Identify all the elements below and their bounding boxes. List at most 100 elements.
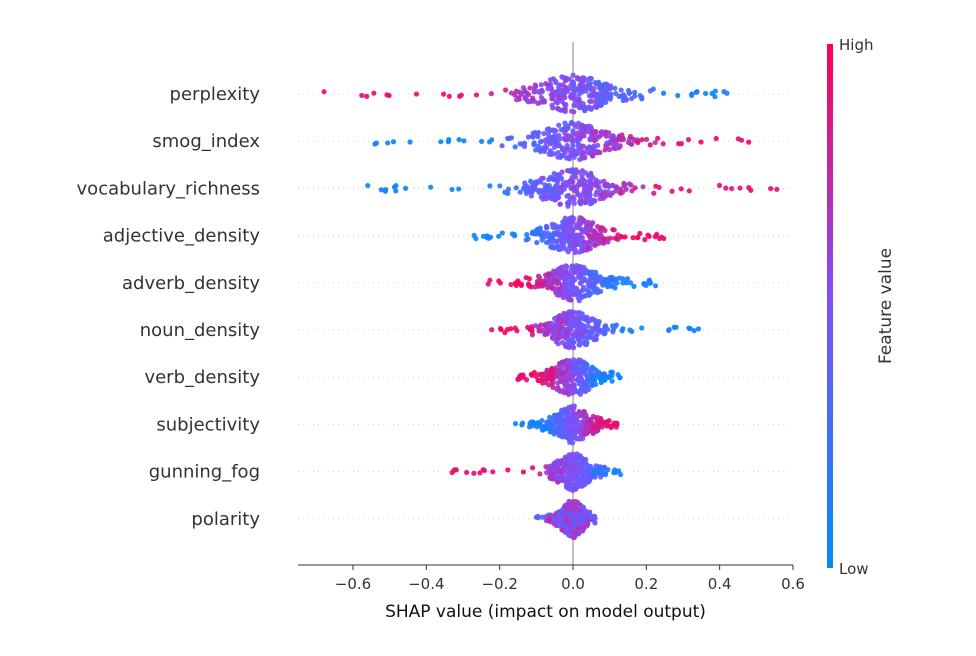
shap-point-vocabulary-richness [497,183,503,189]
shap-point-vocabulary-richness [571,196,577,202]
shap-point-adverb-density [569,263,575,269]
shap-point-adjective-density [564,225,570,232]
shap-point-adverb-density [537,278,543,284]
shap-point-adverb-density [563,272,569,278]
shap-point-adjective-density [605,239,611,245]
shap-point-noun-density [528,326,535,332]
shap-point-noun-density [553,324,559,330]
shap-point-vocabulary-richness [622,181,628,188]
shap-point-perplexity [553,80,559,86]
shap-point-smog-index [555,150,561,156]
shap-point-perplexity [623,97,629,103]
shap-point-noun-density [567,323,573,330]
shap-point-verb-density [571,364,577,370]
shap-point-smog-index [618,134,624,140]
shap-point-vocabulary-richness [632,185,638,191]
shap-point-smog-index [587,137,593,143]
shap-point-adverb-density [631,283,637,289]
shap-point-adjective-density [645,232,651,238]
shap-point-adjective-density [537,225,543,231]
shap-point-noun-density [579,340,585,346]
shap-point-vocabulary-richness [577,199,583,206]
shap-point-adjective-density [560,232,566,238]
shap-point-adjective-density [577,215,583,221]
shap-point-subjectivity [587,427,593,433]
shap-point-gunning-fog [576,481,582,487]
shap-point-perplexity [573,103,580,109]
shap-point-adjective-density [543,239,550,246]
shap-point-vocabulary-richness [605,189,611,195]
shap-point-adjective-density [589,228,595,234]
shap-point-perplexity [531,85,538,91]
shap-point-perplexity [607,83,614,89]
shap-point-subjectivity [557,429,563,435]
shap-point-subjectivity [552,427,558,433]
shap-point-verb-density [548,371,554,377]
shap-point-adverb-density [515,278,521,284]
shap-point-smog-index [570,128,576,134]
shap-point-adverb-density [526,282,532,288]
shap-point-adjective-density [473,235,479,242]
shap-point-subjectivity [588,416,594,423]
shap-point-polarity [571,524,578,530]
shap-point-noun-density [585,329,591,335]
x-tick-label-0: −0.6 [335,575,371,593]
shap-point-noun-density [564,333,570,339]
shap-point-smog-index [551,144,558,150]
shap-point-adverb-density [590,289,597,295]
shap-point-perplexity [371,90,377,96]
shap-point-adjective-density [585,225,591,231]
shap-point-vocabulary-richness [565,200,571,206]
shap-point-polarity [577,529,583,535]
shap-point-perplexity [576,91,582,97]
shap-point-subjectivity [590,430,596,436]
shap-point-perplexity [637,93,643,99]
shap-point-vocabulary-richness [583,189,589,195]
shap-point-noun-density [583,341,589,347]
shap-point-vocabulary-richness [528,178,534,184]
feature-label-perplexity: perplexity [170,84,261,105]
shap-point-vocabulary-richness [565,203,571,209]
shap-point-gunning-fog [449,469,455,476]
shap-point-smog-index [652,139,658,146]
shap-point-perplexity [559,98,565,105]
shap-point-subjectivity [548,420,554,427]
shap-point-perplexity [596,85,602,91]
shap-point-vocabulary-richness [716,182,723,189]
shap-point-adjective-density [600,240,607,246]
shap-point-verb-density [565,383,571,389]
shap-point-verb-density [576,373,583,379]
shap-point-vocabulary-richness [487,183,493,189]
shap-point-gunning-fog [477,470,483,476]
shap-point-perplexity [599,102,605,108]
shap-point-perplexity [612,85,618,91]
shap-point-smog-index [562,120,568,126]
shap-point-adjective-density [656,235,663,242]
colorbar-high-label: High [839,36,873,54]
shap-point-gunning-fog [520,469,527,475]
shap-point-adjective-density [581,242,588,248]
shap-point-vocabulary-richness [618,190,624,196]
shap-point-smog-index [610,145,617,151]
shap-point-noun-density [695,326,702,332]
shap-point-smog-index [568,119,575,126]
shap-point-vocabulary-richness [513,185,519,191]
shap-point-perplexity [364,93,370,99]
shap-point-smog-index [575,120,582,126]
shap-point-gunning-fog [573,464,579,470]
shap-point-vocabulary-richness [587,201,593,207]
shap-point-polarity [579,514,585,520]
shap-point-smog-index [525,134,532,140]
shap-point-perplexity [689,91,695,97]
shap-point-gunning-fog [471,470,477,476]
shap-point-noun-density [666,327,672,334]
shap-point-verb-density [565,376,572,382]
shap-point-gunning-fog [576,476,582,482]
shap-point-smog-index [562,130,568,136]
shap-point-verb-density [583,387,589,393]
shap-point-polarity [539,514,546,520]
shap-point-smog-index [489,137,495,143]
shap-point-vocabulary-richness [449,186,455,193]
shap-point-adjective-density [567,240,573,246]
shap-point-perplexity [530,95,536,101]
